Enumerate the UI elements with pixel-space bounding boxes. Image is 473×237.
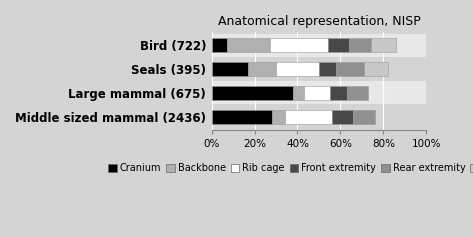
Bar — [227, 38, 270, 52]
Bar — [293, 86, 304, 100]
Bar — [211, 62, 248, 76]
Bar — [211, 105, 426, 128]
Bar — [347, 86, 368, 100]
Bar — [211, 58, 426, 81]
Bar — [328, 38, 349, 52]
Bar — [304, 86, 330, 100]
Bar — [319, 62, 336, 76]
Bar — [272, 110, 285, 124]
Bar — [349, 38, 370, 52]
Bar — [248, 62, 276, 76]
Bar — [332, 110, 353, 124]
Bar — [211, 86, 293, 100]
Bar — [336, 62, 364, 76]
Bar — [330, 86, 347, 100]
Bar — [270, 38, 328, 52]
Bar — [211, 110, 272, 124]
Bar — [211, 38, 227, 52]
Title: Anatomical representation, NISP: Anatomical representation, NISP — [218, 15, 420, 28]
Bar — [285, 110, 332, 124]
Bar — [364, 62, 388, 76]
Bar — [370, 38, 396, 52]
Bar — [353, 110, 375, 124]
Bar — [211, 34, 426, 57]
Bar — [211, 82, 426, 105]
Bar — [276, 62, 319, 76]
Legend: Cranium, Backbone, Rib cage, Front extremity, Rear extremity, Hand/foot: Cranium, Backbone, Rib cage, Front extre… — [104, 160, 473, 177]
